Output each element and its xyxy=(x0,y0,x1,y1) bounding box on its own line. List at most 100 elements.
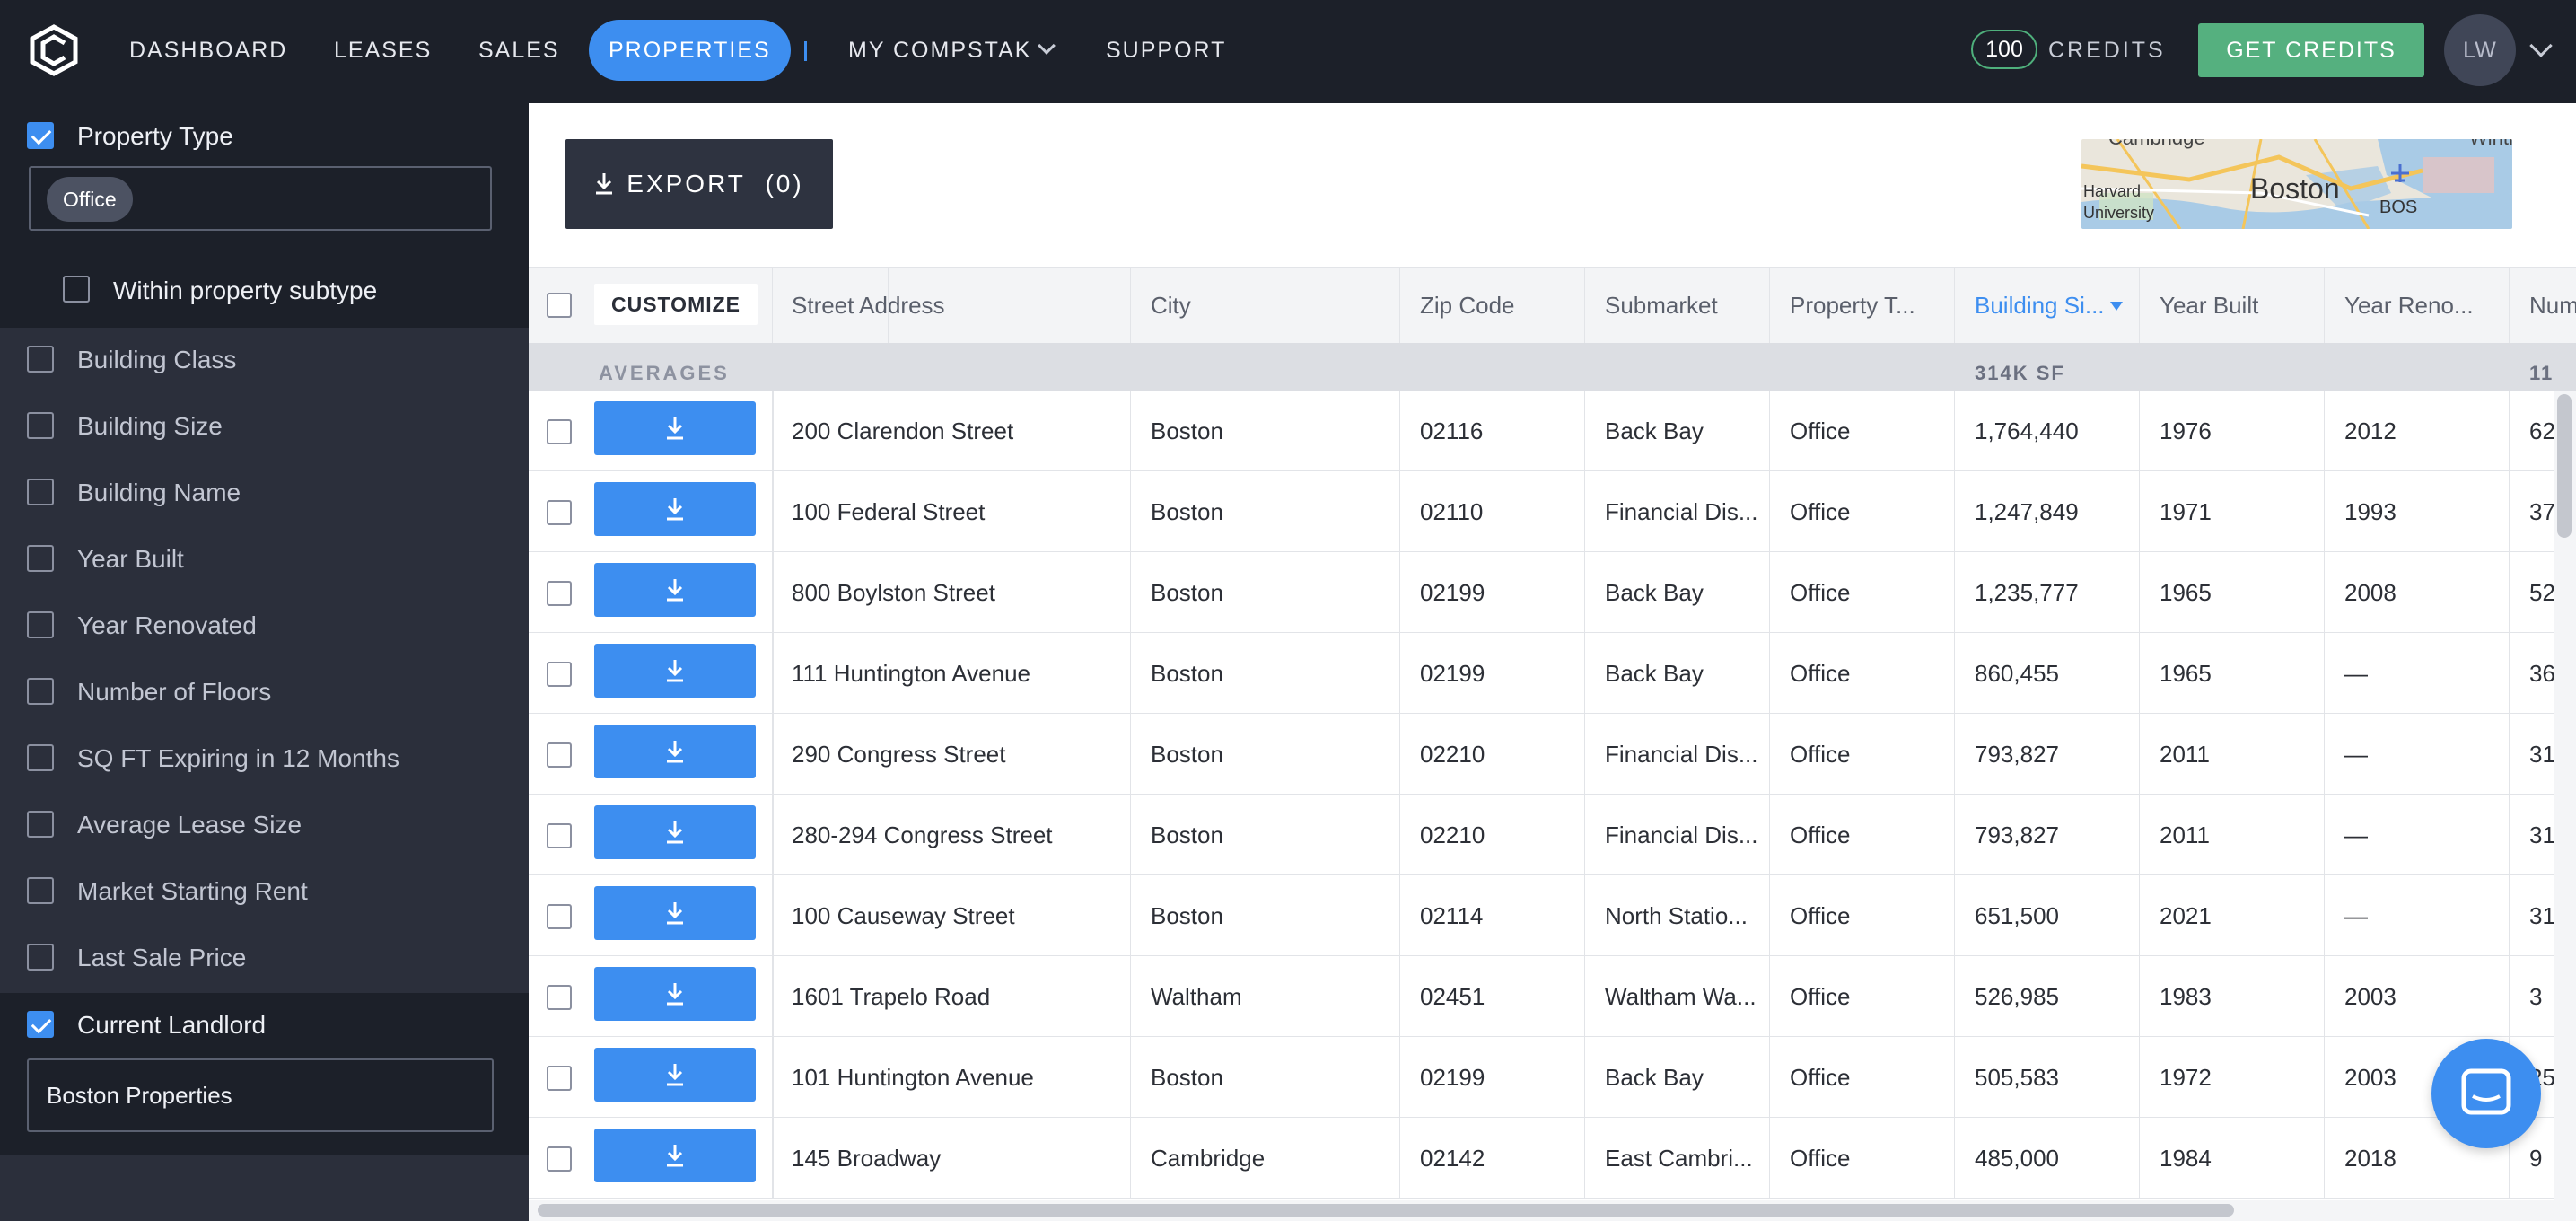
row-download-button[interactable] xyxy=(594,886,756,940)
select-all-checkbox[interactable] xyxy=(547,293,572,318)
last-sale-price-label[interactable]: Last Sale Price xyxy=(77,944,247,971)
row-checkbox[interactable] xyxy=(547,742,572,768)
sqft-expiring-label[interactable]: SQ FT Expiring in 12 Months xyxy=(77,744,399,772)
download-icon xyxy=(596,173,613,195)
cell-street-address: 145 Broadway xyxy=(772,1118,1131,1199)
row-download-button[interactable] xyxy=(594,563,756,617)
property-type-input[interactable]: Office xyxy=(29,166,492,231)
table-row[interactable]: 100 Causeway Street Boston 02114 North Stat… xyxy=(529,875,2576,956)
row-checkbox[interactable] xyxy=(547,581,572,606)
row-download-button[interactable] xyxy=(594,401,756,455)
column-year-built[interactable]: Year Built xyxy=(2140,268,2325,344)
cell-submarket: Waltham Wa... xyxy=(1585,956,1770,1037)
table-row[interactable]: 200 Clarendon Street Boston 02116 Back Bay O… xyxy=(529,391,2576,471)
table-row[interactable]: 280-294 Congress Street Boston 02210 Financ… xyxy=(529,795,2576,875)
number-of-floors-label[interactable]: Number of Floors xyxy=(77,678,272,706)
nav-my-compstak[interactable]: MY COMPSTAK xyxy=(848,34,1056,66)
row-checkbox[interactable] xyxy=(547,823,572,848)
customize-button[interactable]: CUSTOMIZE xyxy=(594,284,758,325)
export-button[interactable]: EXPORT (0) xyxy=(565,139,833,229)
row-divider xyxy=(772,471,774,552)
column-zip-code[interactable]: Zip Code xyxy=(1400,268,1585,344)
building-name-label[interactable]: Building Name xyxy=(77,479,241,506)
cell-submarket: Back Bay xyxy=(1585,391,1770,471)
market-starting-rent-checkbox[interactable] xyxy=(27,877,54,904)
cell-year-built: 2021 xyxy=(2140,875,2325,956)
row-download-button[interactable] xyxy=(594,482,756,536)
last-sale-price-checkbox[interactable] xyxy=(27,944,54,971)
nav-support[interactable]: SUPPORT xyxy=(1106,38,1227,63)
row-checkbox[interactable] xyxy=(547,985,572,1010)
row-download-button[interactable] xyxy=(594,644,756,698)
cell-year-built: 2011 xyxy=(2140,795,2325,875)
row-download-button[interactable] xyxy=(594,725,756,778)
row-download-button[interactable] xyxy=(594,1129,756,1182)
row-checkbox[interactable] xyxy=(547,662,572,687)
column-number-of-floors[interactable]: Num xyxy=(2529,292,2576,319)
year-renovated-checkbox[interactable] xyxy=(27,611,54,638)
row-checkbox[interactable] xyxy=(547,419,572,444)
property-type-chip[interactable]: Office xyxy=(47,177,133,222)
table-row[interactable]: 111 Huntington Avenue Boston 02199 Back Bay… xyxy=(529,633,2576,714)
current-landlord-checkbox[interactable] xyxy=(27,1011,54,1038)
sqft-expiring-checkbox[interactable] xyxy=(27,744,54,771)
cell-year-renovated: — xyxy=(2325,714,2510,795)
current-landlord-label: Current Landlord xyxy=(77,1011,267,1039)
average-lease-size-label[interactable]: Average Lease Size xyxy=(77,811,302,839)
building-class-checkbox[interactable] xyxy=(27,346,54,373)
get-credits-button[interactable]: GET CREDITS xyxy=(2198,23,2424,77)
year-built-label[interactable]: Year Built xyxy=(77,545,184,573)
account-chevron-down-icon[interactable] xyxy=(2529,34,2553,57)
cell-building-size: 651,500 xyxy=(1955,875,2140,956)
chat-launcher-button[interactable] xyxy=(2431,1039,2541,1148)
nav-dashboard[interactable]: DASHBOARD xyxy=(129,38,288,63)
cell-year-built: 1965 xyxy=(2140,552,2325,633)
within-subtype-checkbox[interactable] xyxy=(63,276,90,303)
year-renovated-label[interactable]: Year Renovated xyxy=(77,611,257,639)
vertical-scrollbar[interactable] xyxy=(2554,391,2576,1217)
row-checkbox[interactable] xyxy=(547,500,572,525)
row-checkbox[interactable] xyxy=(547,1066,572,1091)
current-landlord-input[interactable]: Boston Properties xyxy=(27,1058,494,1132)
table-row[interactable]: 290 Congress Street Boston 02210 Financial … xyxy=(529,714,2576,795)
row-download-button[interactable] xyxy=(594,1048,756,1102)
cell-property-type: Office xyxy=(1770,633,1955,714)
building-name-checkbox[interactable] xyxy=(27,479,54,505)
user-avatar[interactable]: LW xyxy=(2444,14,2516,86)
column-building-size[interactable]: Building Si... xyxy=(1955,268,2140,344)
column-submarket[interactable]: Submarket xyxy=(1585,268,1770,344)
building-size-label[interactable]: Building Size xyxy=(77,412,223,440)
column-property-type[interactable]: Property T... xyxy=(1770,268,1955,344)
table-row[interactable]: 1601 Trapelo Road Waltham 02451 Waltham Wa.… xyxy=(529,956,2576,1037)
column-city[interactable]: City xyxy=(1131,268,1400,344)
cell-street-address: 800 Boylston Street xyxy=(772,552,1131,633)
row-checkbox[interactable] xyxy=(547,904,572,929)
column-street-address[interactable]: Street Address xyxy=(772,268,1131,344)
row-download-button[interactable] xyxy=(594,967,756,1021)
year-built-checkbox[interactable] xyxy=(27,545,54,572)
compstak-logo-icon[interactable] xyxy=(27,23,81,77)
cell-city: Boston xyxy=(1131,633,1400,714)
column-year-renovated[interactable]: Year Reno... xyxy=(2325,268,2510,344)
property-type-checkbox[interactable] xyxy=(27,122,54,149)
nav-sales[interactable]: SALES xyxy=(478,38,560,63)
table-row[interactable]: 101 Huntington Avenue Boston 02199 Back Bay… xyxy=(529,1037,2576,1118)
horizontal-scroll-thumb[interactable] xyxy=(538,1204,2234,1217)
number-of-floors-checkbox[interactable] xyxy=(27,678,54,705)
cell-year-built: 1984 xyxy=(2140,1118,2325,1199)
horizontal-scrollbar[interactable] xyxy=(529,1200,2576,1221)
vertical-scroll-thumb[interactable] xyxy=(2557,394,2572,538)
nav-leases[interactable]: LEASES xyxy=(334,38,433,63)
building-class-label[interactable]: Building Class xyxy=(77,346,237,373)
building-size-checkbox[interactable] xyxy=(27,412,54,439)
table-row[interactable]: 800 Boylston Street Boston 02199 Back Bay Of… xyxy=(529,552,2576,633)
map-thumbnail[interactable]: Cambridge Winth Harvard University Bosto… xyxy=(2081,139,2512,229)
table-row[interactable]: 100 Federal Street Boston 02110 Financial D… xyxy=(529,471,2576,552)
market-starting-rent-label[interactable]: Market Starting Rent xyxy=(77,877,308,905)
nav-properties[interactable]: PROPERTIES xyxy=(589,20,791,81)
row-download-button[interactable] xyxy=(594,805,756,859)
table-row[interactable]: 145 Broadway Cambridge 02142 East Cambri...… xyxy=(529,1118,2576,1199)
row-checkbox[interactable] xyxy=(547,1146,572,1172)
download-icon xyxy=(667,902,683,925)
average-lease-size-checkbox[interactable] xyxy=(27,811,54,838)
